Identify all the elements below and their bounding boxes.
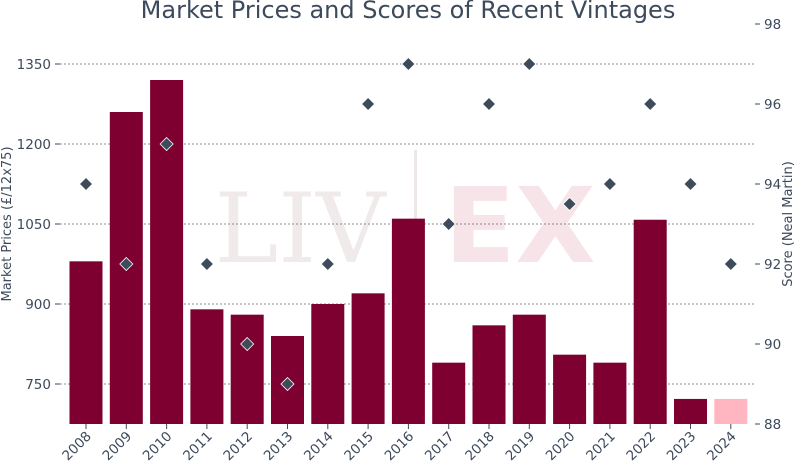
score-point-2018: [481, 96, 497, 112]
bar-2020: [553, 354, 587, 424]
svg-text:LIV: LIV: [215, 173, 388, 285]
xtick-label: 2012: [220, 429, 256, 465]
score-point-2016: [401, 56, 416, 72]
bar-2024: [714, 398, 748, 424]
xtick-label: 2008: [59, 429, 95, 465]
score-point-2010: [159, 136, 174, 152]
score-point-2009: [119, 256, 134, 272]
bar-2014: [311, 304, 345, 424]
liv-ex-watermark: LIV EX: [215, 150, 596, 287]
x-axis-ticks: 2008 2009 2010 2011 2012 2013 2014 2015 2016 2017…: [59, 424, 740, 465]
y2tick-label: 90: [764, 337, 781, 353]
price-bars: [69, 80, 748, 424]
y2tick-label: 98: [764, 17, 781, 33]
xtick-label: 2016: [382, 429, 418, 465]
score-point-2024: [723, 256, 738, 272]
xtick-label: 2023: [664, 429, 700, 465]
bar-2021: [593, 362, 627, 424]
ytick-label: 1350: [17, 57, 51, 73]
bar-2019: [512, 314, 546, 424]
bar-2015: [351, 293, 385, 424]
score-points: [78, 56, 738, 392]
score-point-2011: [199, 256, 214, 272]
score-point-2023: [683, 176, 698, 192]
right-axis-ticks: 88 90 92 94 96 98: [755, 17, 781, 433]
score-point-2017: [441, 216, 456, 232]
xtick-label: 2009: [100, 429, 136, 465]
svg-text:EX: EX: [444, 165, 595, 287]
ytick-label: 1050: [17, 217, 51, 233]
bar-2008: [69, 261, 103, 424]
score-point-2022: [643, 96, 658, 112]
y2tick-label: 94: [764, 177, 781, 193]
score-point-2013: [280, 376, 295, 392]
y2tick-label: 88: [764, 417, 781, 433]
xtick-label: 2011: [180, 429, 216, 465]
bar-2022: [633, 219, 667, 424]
score-point-2019: [522, 56, 537, 72]
bar-2016: [391, 218, 425, 424]
xtick-label: 2019: [503, 429, 539, 465]
ytick-label: 1200: [17, 137, 51, 153]
score-point-2021: [602, 176, 617, 192]
xtick-label: 2022: [623, 429, 659, 465]
y2tick-label: 92: [764, 257, 781, 273]
y-axis-label: Market Prices (£/12x75): [0, 146, 15, 301]
xtick-label: 2017: [422, 429, 458, 465]
left-axis-ticks: 750 900 1050 1200 1350: [17, 57, 60, 393]
score-point-2014: [320, 256, 335, 272]
bar-2010: [150, 80, 184, 424]
xtick-label: 2020: [543, 429, 579, 465]
xtick-label: 2013: [261, 429, 297, 465]
ytick-label: 750: [25, 377, 51, 393]
chart-title: Market Prices and Scores of Recent Vinta…: [141, 0, 676, 24]
y2-axis-label: Score (Neal Martin): [781, 161, 796, 287]
xtick-label: 2024: [704, 429, 740, 465]
score-point-2020: [562, 196, 577, 212]
xtick-label: 2018: [462, 429, 498, 465]
bar-2011: [190, 309, 224, 424]
xtick-label: 2010: [140, 429, 176, 465]
score-point-2012: [240, 336, 255, 352]
xtick-label: 2015: [341, 429, 377, 465]
y2tick-label: 96: [764, 97, 781, 113]
xtick-label: 2021: [583, 429, 619, 465]
bar-2017: [432, 362, 466, 424]
bar-2023: [674, 398, 707, 424]
score-point-2008: [78, 176, 94, 192]
xtick-label: 2014: [301, 429, 337, 465]
ytick-label: 900: [25, 297, 51, 313]
score-point-2015: [361, 96, 376, 112]
bar-2012: [230, 314, 264, 424]
bar-2018: [472, 325, 506, 424]
